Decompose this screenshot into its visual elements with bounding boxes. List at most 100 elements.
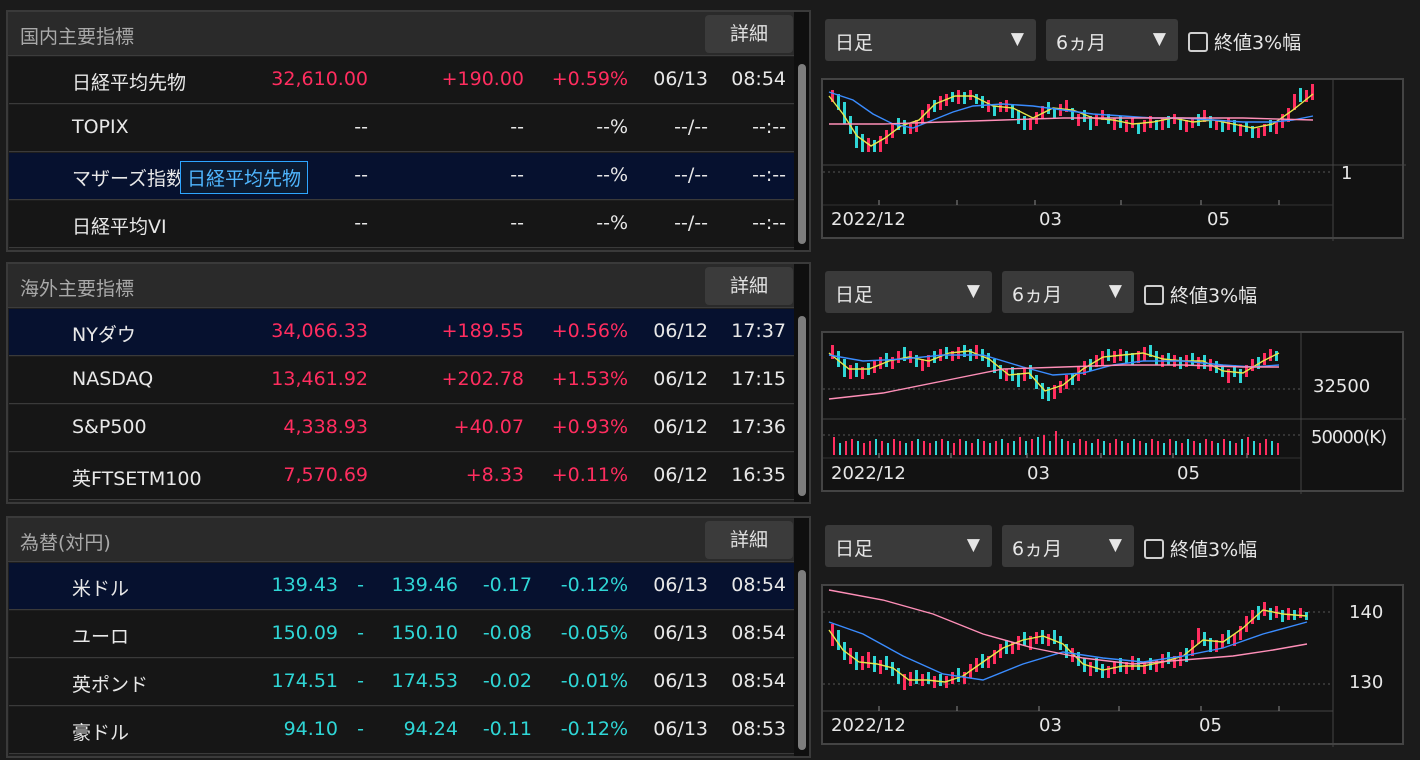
candles — [831, 602, 1308, 690]
period-select[interactable]: 日足 ▼ — [825, 271, 992, 313]
row-name: 英FTSETM100 — [72, 468, 202, 490]
row-change: +189.55 — [441, 320, 524, 342]
x-axis-label: 05 — [1199, 715, 1222, 736]
y-axis-label: 1 — [1341, 163, 1353, 184]
scrollbar[interactable] — [794, 518, 809, 756]
checkbox-label: 終値3%幅 — [1170, 285, 1258, 307]
row-percent: --% — [596, 164, 628, 186]
range-select-value: 6ヵ月 — [1056, 32, 1107, 54]
row-date: 06/12 — [653, 416, 708, 438]
table-row[interactable]: 日経平均VI -- -- --% --/-- --:-- — [9, 201, 794, 248]
row-price: 7,570.69 — [283, 464, 368, 486]
range-select-value: 6ヵ月 — [1012, 284, 1063, 306]
scrollbar[interactable] — [794, 12, 809, 250]
row-date: 06/12 — [653, 368, 708, 390]
checkbox-icon[interactable] — [1144, 539, 1164, 559]
row-time: 08:54 — [731, 574, 786, 596]
range-select[interactable]: 6ヵ月 ▼ — [1002, 525, 1134, 567]
detail-button[interactable]: 詳細 — [705, 15, 793, 53]
x-axis-label: 03 — [1039, 209, 1062, 230]
row-price: -- — [354, 212, 368, 234]
row-name: NYダウ — [72, 324, 136, 346]
row-name: ユーロ — [72, 626, 130, 648]
x-axis-label: 03 — [1027, 463, 1050, 484]
period-select[interactable]: 日足 ▼ — [825, 19, 1036, 61]
table-row[interactable]: TOPIX -- -- --% --/-- --:-- — [9, 105, 794, 152]
row-separator: - — [357, 670, 364, 692]
row-name: NASDAQ — [72, 368, 154, 390]
close-3pct-checkbox[interactable]: 終値3%幅 — [1144, 535, 1257, 562]
period-select-value: 日足 — [835, 538, 874, 560]
table-row[interactable]: 豪ドル 94.10 - 94.24 -0.11 -0.12% 06/13 08:… — [9, 707, 794, 754]
table-row[interactable]: 英FTSETM100 7,570.69 +8.33 +0.11% 06/12 1… — [9, 453, 794, 500]
row-time: 17:15 — [731, 368, 786, 390]
table-row[interactable]: 英ポンド 174.51 - 174.53 -0.02 -0.01% 06/13 … — [9, 659, 794, 706]
ma-line-mid — [828, 354, 1280, 376]
table-row[interactable]: 米ドル 139.43 - 139.46 -0.17 -0.12% 06/13 0… — [9, 563, 794, 610]
close-3pct-checkbox[interactable]: 終値3%幅 — [1188, 28, 1301, 55]
row-name: 英ポンド — [72, 674, 149, 696]
volume-bars — [833, 431, 1279, 455]
row-price: 32,610.00 — [271, 68, 368, 90]
checkbox-icon[interactable] — [1144, 285, 1164, 305]
tooltip: 日経平均先物 — [180, 161, 309, 194]
table-row[interactable]: NASDAQ 13,461.92 +202.78 +1.53% 06/12 17… — [9, 357, 794, 404]
row-price: 13,461.92 — [271, 368, 368, 390]
row-percent: -0.05% — [560, 622, 628, 644]
x-axis-label: 2022/12 — [831, 715, 906, 736]
overseas-indices-panel: 海外主要指標 詳細 NYダウ 34,066.33 +189.55 +0.56% … — [6, 262, 811, 504]
detail-button[interactable]: 詳細 — [705, 521, 793, 559]
row-name: 日経平均先物 — [72, 72, 187, 94]
table-row[interactable]: 日経平均先物 32,610.00 +190.00 +0.59% 06/13 08… — [9, 57, 794, 104]
range-select[interactable]: 6ヵ月 ▼ — [1046, 19, 1178, 61]
x-axis-label: 05 — [1207, 209, 1230, 230]
scrollbar-thumb[interactable] — [798, 570, 806, 750]
candles — [831, 345, 1278, 401]
row-change: -0.11 — [482, 718, 532, 740]
row-ask: 94.24 — [403, 718, 458, 740]
detail-button[interactable]: 詳細 — [705, 267, 793, 305]
chart-panel: 2022/12 03 05 32500 50000(K) — [821, 331, 1406, 494]
table-row[interactable]: マザーズ指数 -- -- --% --/-- --:-- — [9, 153, 794, 200]
row-percent: --% — [596, 212, 628, 234]
row-date: 06/13 — [653, 670, 708, 692]
panel-header: 国内主要指標 詳細 — [8, 12, 809, 56]
table-row[interactable]: ユーロ 150.09 - 150.10 -0.08 -0.05% 06/13 0… — [9, 611, 794, 658]
x-axis-label: 2022/12 — [831, 463, 906, 484]
checkbox-label: 終値3%幅 — [1170, 539, 1258, 561]
checkbox-icon[interactable] — [1188, 32, 1208, 52]
panel-title: 国内主要指標 — [20, 26, 135, 48]
scrollbar-thumb[interactable] — [798, 64, 806, 244]
row-change: -0.02 — [482, 670, 532, 692]
chart-canvas — [823, 333, 1406, 494]
row-separator: - — [357, 718, 364, 740]
range-select-value: 6ヵ月 — [1012, 538, 1063, 560]
ma-line-mid — [828, 91, 1314, 129]
row-price: -- — [354, 164, 368, 186]
period-select[interactable]: 日足 ▼ — [825, 525, 992, 567]
row-ask: 150.10 — [391, 622, 458, 644]
row-change: +40.07 — [453, 416, 524, 438]
scrollbar-thumb[interactable] — [798, 316, 806, 496]
y-axis-label: 140 — [1349, 602, 1384, 623]
row-date: 06/13 — [653, 718, 708, 740]
range-select[interactable]: 6ヵ月 ▼ — [1002, 271, 1134, 313]
scrollbar[interactable] — [794, 264, 809, 502]
row-percent: -0.12% — [560, 574, 628, 596]
row-date: 06/12 — [653, 464, 708, 486]
row-time: 17:36 — [731, 416, 786, 438]
row-separator: - — [357, 574, 364, 596]
table-row[interactable]: NYダウ 34,066.33 +189.55 +0.56% 06/12 17:3… — [9, 309, 794, 356]
table-row[interactable]: S&P500 4,338.93 +40.07 +0.93% 06/12 17:3… — [9, 405, 794, 452]
row-time: 08:53 — [731, 718, 786, 740]
ma-line-long — [828, 364, 1279, 400]
row-date: --/-- — [674, 116, 708, 138]
row-percent: +0.56% — [551, 320, 628, 342]
row-bid: 94.10 — [283, 718, 338, 740]
close-3pct-checkbox[interactable]: 終値3%幅 — [1144, 281, 1257, 308]
row-name: 米ドル — [72, 578, 130, 600]
row-name: TOPIX — [72, 116, 129, 138]
row-time: --:-- — [752, 212, 786, 234]
row-separator: - — [357, 622, 364, 644]
row-date: 06/12 — [653, 320, 708, 342]
